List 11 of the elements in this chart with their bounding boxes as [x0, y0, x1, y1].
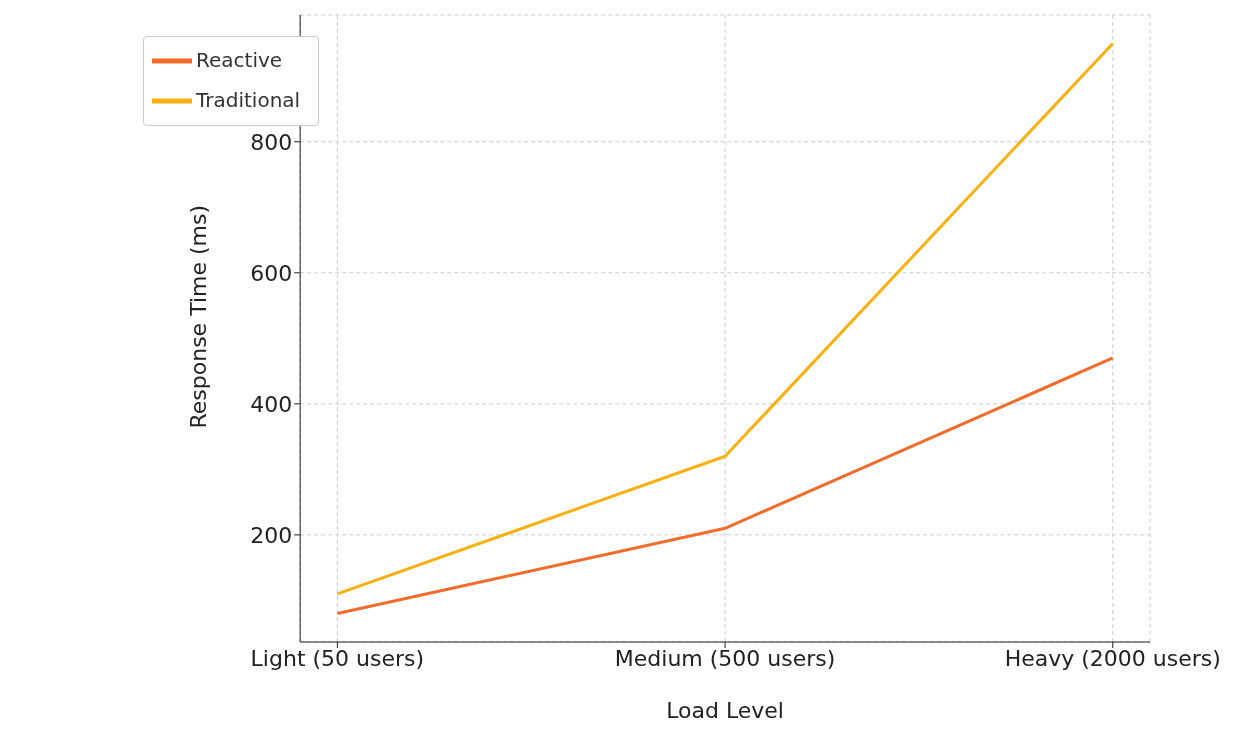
legend-label: Traditional	[196, 87, 301, 112]
y-tick-label: 800	[250, 129, 293, 155]
x-axis-title: Load Level	[666, 698, 784, 723]
x-tick-label: Heavy (2000 users)	[1004, 645, 1221, 671]
y-tick-label: 200	[250, 522, 293, 548]
y-tick-label: 600	[250, 260, 293, 286]
x-tick-label: Light (50 users)	[250, 645, 425, 671]
y-tick-label: 400	[250, 391, 293, 417]
legend-label: Reactive	[196, 47, 283, 72]
x-tick-label: Medium (500 users)	[614, 645, 836, 671]
y-axis-title: Response Time (ms)	[185, 204, 211, 429]
